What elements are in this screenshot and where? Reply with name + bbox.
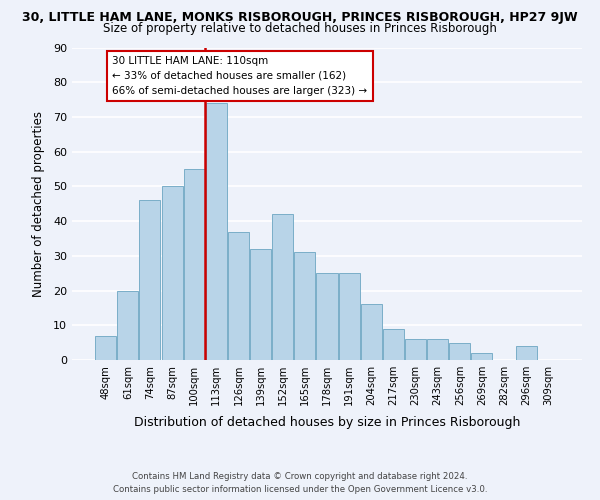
Text: 30, LITTLE HAM LANE, MONKS RISBOROUGH, PRINCES RISBOROUGH, HP27 9JW: 30, LITTLE HAM LANE, MONKS RISBOROUGH, P… — [22, 11, 578, 24]
Bar — [206, 103, 227, 360]
Bar — [383, 329, 404, 360]
Bar — [405, 339, 426, 360]
Bar — [316, 273, 338, 360]
Bar — [118, 290, 139, 360]
Bar — [295, 252, 316, 360]
Y-axis label: Number of detached properties: Number of detached properties — [32, 111, 44, 296]
Bar — [228, 232, 249, 360]
Bar — [338, 273, 359, 360]
Bar — [139, 200, 160, 360]
Bar — [95, 336, 116, 360]
Bar — [272, 214, 293, 360]
Text: 30 LITTLE HAM LANE: 110sqm
← 33% of detached houses are smaller (162)
66% of sem: 30 LITTLE HAM LANE: 110sqm ← 33% of deta… — [112, 56, 367, 96]
X-axis label: Distribution of detached houses by size in Princes Risborough: Distribution of detached houses by size … — [134, 416, 520, 430]
Text: Size of property relative to detached houses in Princes Risborough: Size of property relative to detached ho… — [103, 22, 497, 35]
Bar — [361, 304, 382, 360]
Bar — [184, 169, 205, 360]
Bar — [472, 353, 493, 360]
Bar — [515, 346, 536, 360]
Bar — [427, 339, 448, 360]
Bar — [161, 186, 182, 360]
Bar — [449, 342, 470, 360]
Text: Contains HM Land Registry data © Crown copyright and database right 2024.
Contai: Contains HM Land Registry data © Crown c… — [113, 472, 487, 494]
Bar — [250, 249, 271, 360]
